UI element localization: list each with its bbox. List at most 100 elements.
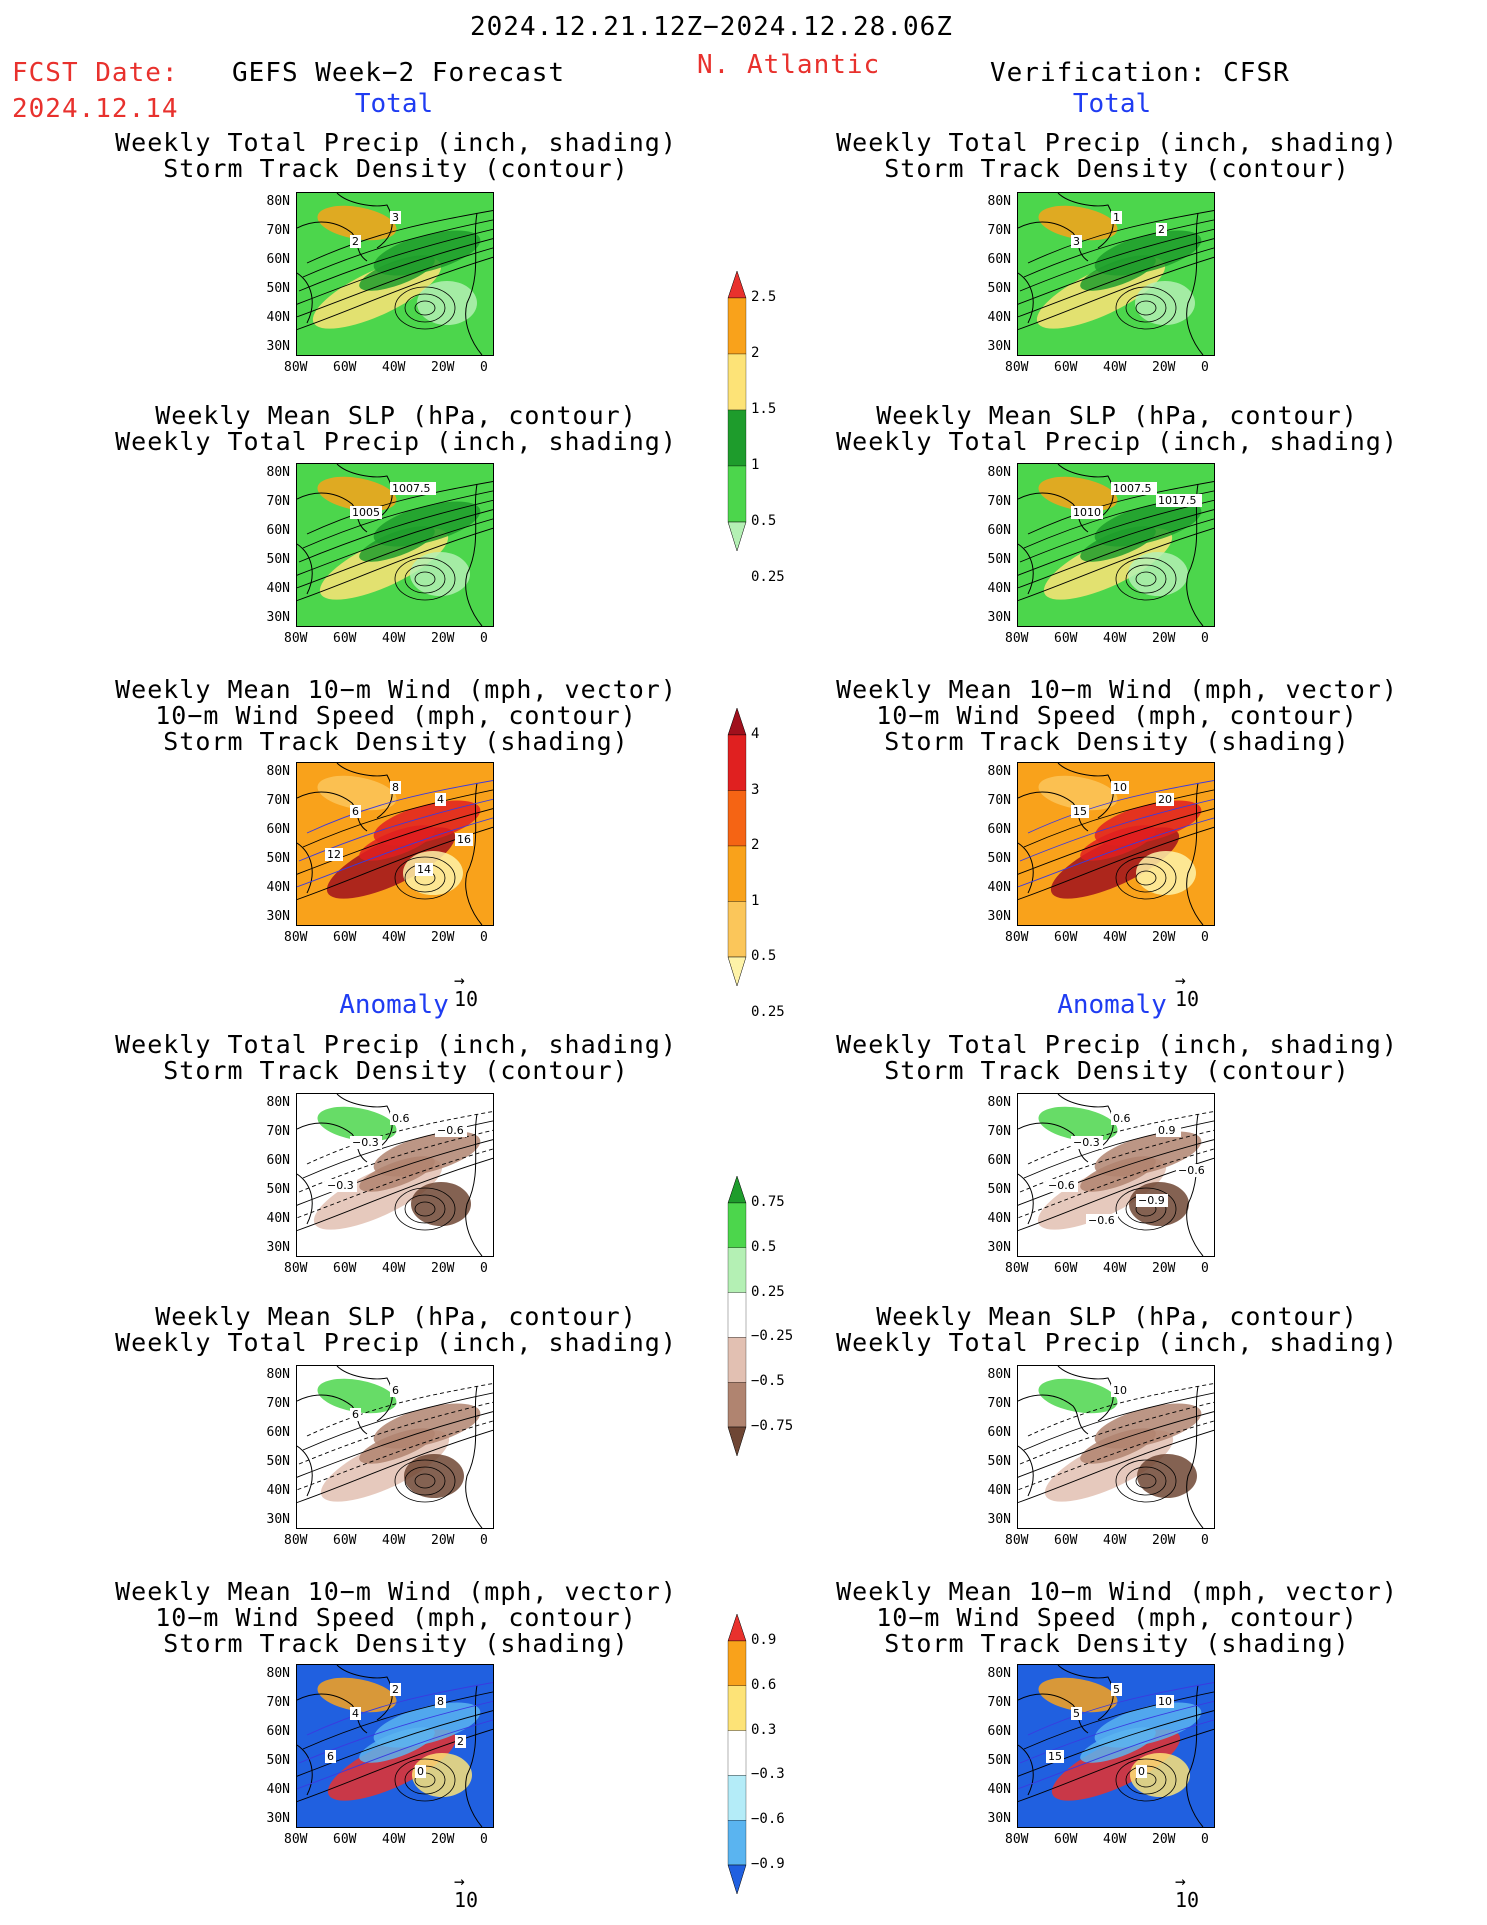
contour-label: 1017.5 (1158, 494, 1197, 507)
lon-tick-label: 40W (382, 360, 406, 375)
contour-label-bg (350, 506, 382, 519)
contour-line (1115, 1187, 1177, 1231)
colorbar-label: 0.5 (751, 1238, 777, 1255)
panel-title-line: Weekly Total Precip (inch, shading) (836, 1328, 1398, 1357)
contour-label: 6 (352, 1408, 359, 1421)
contour-line (1019, 1129, 1214, 1193)
colorbar-segment (727, 1640, 747, 1686)
contour-label-bg (350, 235, 361, 248)
lat-tick-label: 40N (987, 880, 1011, 895)
colorbar-storm_anom (727, 1613, 747, 1899)
contour-line (1018, 1710, 1214, 1777)
contour-line (297, 808, 493, 875)
lat-tick-label: 80N (987, 764, 1011, 779)
lat-tick-label: 50N (987, 281, 1011, 296)
coastline (1018, 1665, 1204, 1827)
lon-tick-label: 20W (1152, 1261, 1176, 1276)
contour-label: −0.6 (437, 1124, 464, 1137)
contour-line (1018, 1420, 1214, 1491)
contour-label-bg (1111, 1112, 1136, 1125)
colorbar-segment (727, 353, 747, 411)
contour-line (306, 481, 493, 535)
lat-tick-label: 80N (266, 194, 290, 209)
lon-tick-label: 80W (1005, 1261, 1029, 1276)
lon-tick-label: 80W (284, 631, 308, 646)
contour-label-bg (1071, 1707, 1082, 1720)
lat-tick-label: 60N (266, 523, 290, 538)
lat-tick-label: 50N (987, 1454, 1011, 1469)
contour-label-bg (390, 1683, 401, 1696)
contour-label: −0.6 (1048, 1179, 1075, 1192)
lat-tick-label: 50N (266, 1182, 290, 1197)
lon-tick-label: 20W (431, 1533, 455, 1548)
lon-tick-label: 20W (1152, 631, 1176, 646)
colorbar-segment (727, 1820, 747, 1866)
shading-region (317, 205, 397, 241)
lat-tick-label: 70N (987, 1396, 1011, 1411)
contour-line (1023, 219, 1214, 278)
colorbar-segment (727, 1337, 747, 1383)
colorbar-label: 0.25 (751, 1283, 785, 1300)
lat-tick-label: 70N (266, 494, 290, 509)
contour-line (298, 1700, 493, 1764)
colorbar-label: 0.25 (751, 569, 785, 585)
contour-line (404, 1194, 446, 1224)
lat-tick-label: 80N (266, 1095, 290, 1110)
lon-tick-label: 60W (1054, 930, 1078, 945)
shading-region (1080, 1428, 1156, 1464)
contour-line (302, 219, 493, 278)
contour-label: 2 (1158, 223, 1165, 236)
lat-tick-label: 30N (987, 339, 1011, 354)
lat-tick-label: 60N (266, 1724, 290, 1739)
colorbar-segment (727, 734, 747, 791)
lon-tick-label: 40W (382, 930, 406, 945)
contour-line (1018, 238, 1214, 305)
colorbar-precip_anom (727, 1175, 747, 1461)
lat-tick-label: 30N (987, 909, 1011, 924)
panel-title-line: Weekly Mean 10−m Wind (mph, vector) (836, 675, 1398, 704)
lat-tick-label: 70N (266, 223, 290, 238)
contour-label: 4 (352, 1707, 359, 1720)
contour-label-bg (1156, 793, 1174, 806)
lat-tick-label: 40N (266, 1483, 290, 1498)
panel-title-line: Storm Track Density (contour) (884, 1056, 1350, 1085)
colorbar-segment (727, 707, 747, 736)
lat-tick-label: 60N (987, 523, 1011, 538)
contour-line (297, 1420, 493, 1491)
contour-label: 0.6 (392, 1112, 410, 1125)
contour-line (1018, 1139, 1214, 1206)
contour-line (306, 1383, 493, 1437)
contour-label-bg (350, 1707, 361, 1720)
p6_right-map: 5 5 10 15 0 (1017, 1664, 1215, 1828)
shading-region (1080, 255, 1156, 291)
lat-tick-label: 30N (987, 610, 1011, 625)
contour-line (297, 1710, 493, 1777)
colorbar-segment (727, 790, 747, 847)
lon-tick-label: 40W (382, 631, 406, 646)
lat-tick-label: 40N (266, 1211, 290, 1226)
colorbar-label: 0.3 (751, 1721, 777, 1738)
lat-tick-label: 70N (266, 793, 290, 808)
panel-title-line: Weekly Mean 10−m Wind (mph, vector) (115, 675, 677, 704)
contour-label: −0.3 (1073, 1136, 1100, 1149)
contour-line (298, 1401, 493, 1465)
panel-title-line: 10−m Wind Speed (mph, contour) (876, 1603, 1358, 1632)
lon-tick-label: 60W (1054, 1261, 1078, 1276)
contour-label: 20 (1158, 793, 1172, 806)
contour-line (297, 1157, 493, 1232)
shading-region (1080, 526, 1156, 562)
colorbar-label: 0.5 (751, 513, 777, 529)
colorbar-segment (727, 521, 747, 552)
contour-label-bg (1111, 482, 1157, 495)
contour-line (297, 509, 493, 576)
colorbar-segment (727, 270, 747, 299)
panel-title-line: Weekly Total Precip (inch, shading) (115, 128, 677, 157)
coastline (1018, 193, 1204, 355)
contour-line (1115, 1459, 1177, 1503)
contour-label-bg (415, 863, 433, 876)
lon-tick-label: 80W (1005, 1832, 1029, 1847)
contour-label: 3 (392, 211, 399, 224)
colorbar-label: 1.5 (751, 401, 777, 417)
contour-line (1018, 1148, 1214, 1219)
lat-tick-label: 50N (266, 552, 290, 567)
